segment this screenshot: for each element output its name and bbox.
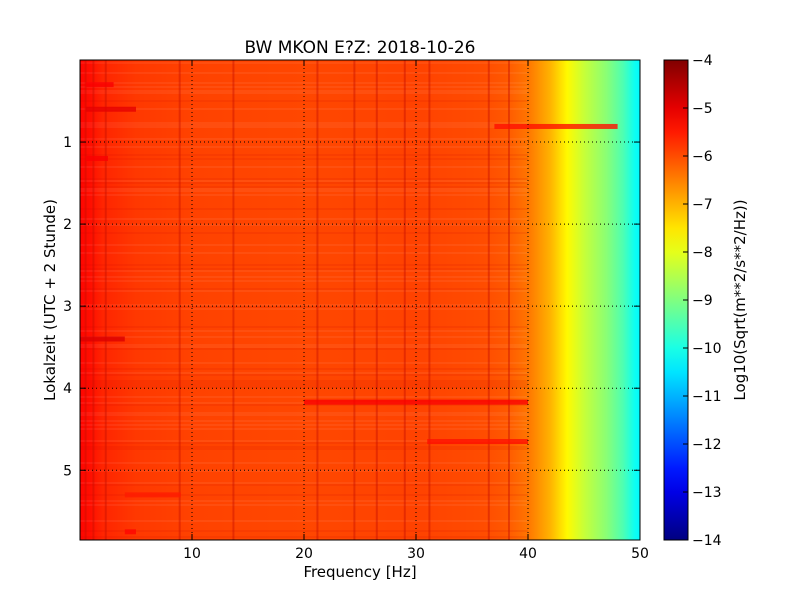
colorbar-tick-label: −10	[692, 341, 722, 357]
colorbar-tick-label: −12	[692, 437, 722, 453]
colorbar-tick-label: −8	[692, 245, 713, 261]
heatmap-horizontal-bands	[80, 82, 618, 535]
x-tick-label: 10	[183, 546, 201, 562]
heatmap-vertical-lines	[84, 60, 510, 540]
texture-stripe	[80, 330, 528, 332]
horizontal-band	[124, 529, 136, 535]
x-tick-label: 30	[407, 546, 425, 562]
texture-stripe	[80, 186, 528, 188]
colorbar-tick-label: −11	[692, 389, 722, 405]
horizontal-band	[304, 399, 528, 405]
texture-stripe	[80, 470, 528, 472]
texture-stripe	[80, 326, 528, 328]
texture-stripe	[80, 218, 528, 220]
y-axis-label: Lokalzeit (UTC + 2 Stunde)	[41, 199, 59, 401]
texture-stripe	[80, 122, 528, 124]
texture-stripe	[80, 442, 528, 444]
colorbar-tick-label: −4	[692, 53, 713, 69]
chart-title: BW MKON E?Z: 2018-10-26	[245, 38, 476, 58]
y-tick-label: 5	[63, 463, 72, 479]
texture-stripe	[80, 126, 528, 128]
colorbar-tick-label: −13	[692, 485, 722, 501]
plot-area	[79, 59, 641, 541]
texture-stripe	[80, 86, 528, 88]
texture-stripe	[80, 182, 528, 184]
texture-stripe	[80, 194, 528, 196]
texture-stripe	[80, 178, 528, 180]
texture-stripe	[80, 386, 528, 388]
horizontal-band	[124, 492, 181, 498]
texture-stripe	[80, 306, 528, 308]
texture-stripe	[80, 166, 528, 168]
plot-frame	[79, 59, 641, 541]
horizontal-band	[427, 439, 528, 445]
texture-stripe	[80, 414, 528, 416]
texture-stripe	[80, 90, 528, 92]
y-tick-label: 2	[63, 217, 72, 233]
x-axis-label: Frequency [Hz]	[303, 563, 416, 581]
x-tick-label: 40	[519, 546, 537, 562]
horizontal-band	[494, 123, 618, 129]
texture-stripe	[80, 530, 528, 532]
texture-stripe	[80, 290, 528, 292]
y-tick-label: 3	[63, 299, 72, 315]
texture-stripe	[80, 362, 528, 364]
texture-stripe	[80, 346, 528, 348]
x-axis-ticks: 10 20 30 40 50	[183, 60, 649, 562]
colorbar-tick-label: −5	[692, 101, 713, 117]
texture-stripe	[80, 494, 528, 496]
horizontal-band	[85, 106, 136, 112]
texture-stripe	[80, 82, 528, 84]
texture-stripe	[80, 190, 528, 192]
grid-lines	[80, 60, 640, 540]
texture-stripe	[80, 462, 528, 464]
y-axis-ticks: 1 2 3 4 5	[63, 135, 640, 479]
colorbar-ticks: −4 −5 −6 −7 −8 −9 −10 −11 −12 −13 −14	[683, 53, 722, 549]
texture-stripe	[80, 146, 528, 148]
texture-stripe	[80, 270, 528, 272]
colorbar-label: Log10(Sqrt(m**2/s**2/Hz))	[731, 199, 749, 400]
colorbar-tick-label: −6	[692, 149, 713, 165]
horizontal-band	[85, 82, 114, 88]
heatmap-base	[80, 60, 640, 540]
texture-stripe	[80, 154, 528, 156]
x-tick-label: 20	[295, 546, 313, 562]
y-tick-label: 4	[63, 381, 72, 397]
colorbar-tick-label: −9	[692, 293, 713, 309]
texture-stripe	[80, 482, 528, 484]
colorbar-tick-label: −14	[692, 533, 722, 549]
texture-stripe	[80, 446, 528, 448]
horizontal-band	[85, 155, 108, 161]
horizontal-band	[80, 336, 125, 342]
y-tick-label: 1	[63, 135, 72, 151]
texture-stripe	[80, 138, 528, 140]
texture-stripe	[80, 382, 528, 384]
colorbar-tick-label: −7	[692, 197, 713, 213]
texture-stripe	[80, 374, 528, 376]
texture-stripe	[80, 158, 528, 160]
colorbar: −4 −5 −6 −7 −8 −9 −10 −11 −12 −13 −14 Log10(Sqrt(m…	[663, 53, 749, 549]
x-tick-label: 50	[631, 546, 649, 562]
